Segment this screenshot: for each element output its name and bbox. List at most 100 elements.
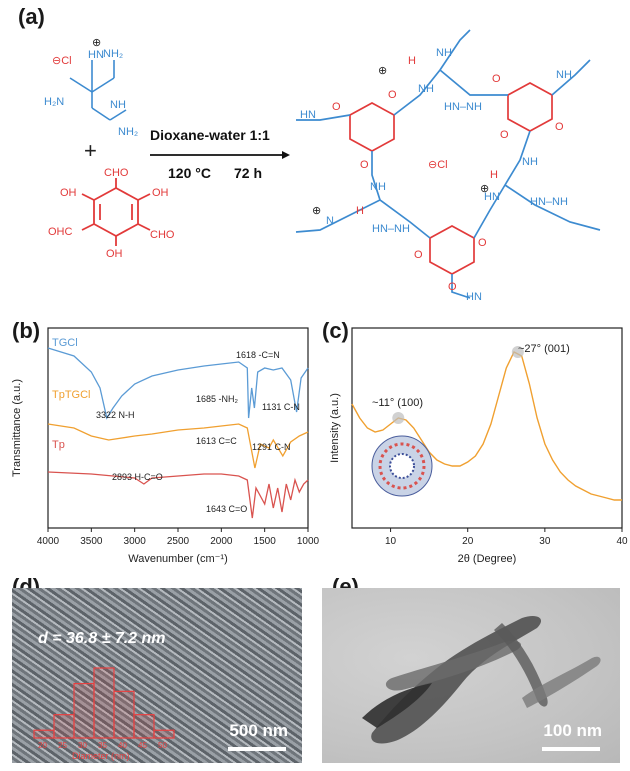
xrd-xlabel: 2θ (Degree) <box>458 553 517 565</box>
o-label-4: O <box>492 73 501 85</box>
ftir-annot-1685: 1685 -NH₂ <box>196 394 239 404</box>
h-label-prod-2: H <box>408 55 416 67</box>
cho-label-right: CHO <box>150 229 175 241</box>
condition-temperature: 120 °C <box>168 165 211 181</box>
ftir-series-label-tp: Tp <box>52 439 65 451</box>
hn-label-prod-1: HN <box>300 109 316 121</box>
sem-hist-tick-0: 20 <box>38 741 47 750</box>
sem-hist-tick-5: 45 <box>138 741 147 750</box>
oh-label-right: OH <box>152 187 169 199</box>
sem-hist-xlabel: Diameter (nm) <box>72 751 130 761</box>
sem-hist-bar-0 <box>33 729 55 739</box>
ftir-series-line-1 <box>47 423 309 469</box>
ftir-xlabel: Wavenumber (cm⁻¹) <box>128 553 228 565</box>
ftir-xtick-label-3: 2500 <box>167 536 190 547</box>
nh2-label-1: NH₂ <box>103 48 123 60</box>
charge-plus-prod-1: ⊕ <box>378 65 387 77</box>
ftir-xtick-label-6: 1000 <box>297 536 320 547</box>
ftir-annot-1131: 1131 C-N <box>262 402 300 412</box>
ftir-xtick-label-0: 4000 <box>37 536 60 547</box>
oh-label-bottom: OH <box>106 248 123 260</box>
sem-hist-tick-1: 25 <box>58 741 67 750</box>
ftir-series-line-0 <box>47 347 309 420</box>
ftir-series-line-2 <box>47 471 309 519</box>
condition-solvent: Dioxane-water 1:1 <box>150 127 270 143</box>
o-label-5: O <box>555 121 564 133</box>
sem-diameter-histogram: 20 25 30 35 40 45 50 Diameter (nm) <box>33 667 175 761</box>
charge-plus-monomer: ⊕ <box>92 37 101 49</box>
o-label-9: O <box>448 281 457 293</box>
xrd-peak2-marker <box>511 346 524 358</box>
ftir-series-label-tg: TGCl <box>52 337 78 349</box>
ftir-series-label-tptg: TpTGCl <box>52 389 91 401</box>
ftir-annot-1643: 1643 C=O <box>206 504 247 514</box>
o-label-2: O <box>388 89 397 101</box>
cho-label-top: CHO <box>104 167 129 179</box>
ftir-xtick-label-4: 2000 <box>210 536 233 547</box>
panel-label-b: (b) <box>12 318 41 343</box>
xrd-xtick-label-0: 10 <box>385 536 397 547</box>
ftir-annot-3322: 3322 N-H <box>96 410 135 420</box>
aminoguanidine-monomer <box>69 60 127 121</box>
sem-diameter-text: d = 36.8 ± 7.2 nm <box>38 630 166 647</box>
hn-nh-label-prod-2: HN–NH <box>530 196 568 208</box>
sem-hist-bar-6 <box>153 729 175 739</box>
o-label-6: O <box>500 129 509 141</box>
ftir-annot-1613: 1613 C=C <box>196 436 237 446</box>
xrd-ylabel: Intensity (a.u.) <box>329 393 341 463</box>
panel-label-a: (a) <box>18 4 45 29</box>
nh2-label-2: NH₂ <box>118 126 138 138</box>
ftir-xtick-label-5: 1500 <box>254 536 277 547</box>
hn-label-prod-2: HN <box>484 191 500 203</box>
tem-scale-label: 100 nm <box>543 721 602 740</box>
ftir-xtick-label-2: 3000 <box>124 536 147 547</box>
o-label-3: O <box>360 159 369 171</box>
ftir-ylabel: Transmittance (a.u.) <box>11 379 23 477</box>
tem-scale-bar <box>542 747 600 751</box>
hn-nh-label-prod-3: HN–NH <box>372 223 410 235</box>
oh-label-left: OH <box>60 187 77 199</box>
xrd-xtick-label-1: 20 <box>462 536 474 547</box>
sem-hist-bar-1 <box>53 714 75 739</box>
xrd-xtick-label-2: 30 <box>539 536 551 547</box>
o-label-8: O <box>478 237 487 249</box>
sem-hist-bar-5 <box>133 714 155 739</box>
xrd-xtick-label-3: 40 <box>616 536 628 547</box>
chloride-ion-product: ⊖Cl <box>428 159 448 171</box>
xrd-chart: Intensity (a.u.) 2θ (Degree) 10 20 30 40 ~1… <box>329 327 628 565</box>
ftir-annot-1291: 1291 C-N <box>252 442 291 452</box>
sem-hist-tick-6: 50 <box>158 741 167 750</box>
charge-plus-prod-3: ⊕ <box>312 205 321 217</box>
sem-image: d = 36.8 ± 7.2 nm 20 25 30 35 40 45 50 Diameter… <box>12 588 302 763</box>
ftir-xtick-label-1: 3500 <box>80 536 103 547</box>
nh-label-prod-3: NH <box>556 69 572 81</box>
sem-scale-label: 500 nm <box>229 721 288 740</box>
xrd-frame <box>351 327 623 529</box>
reaction-scheme: HN NH₂ H₂N NH NH₂ ⊕ ⊖Cl + CHO OH OH OHC … <box>44 29 601 303</box>
chloride-ion-monomer: ⊖Cl <box>52 55 72 67</box>
nh-label-prod-2: NH <box>436 47 452 59</box>
sem-hist-bar-3 <box>93 667 115 739</box>
plus-sign: + <box>84 138 97 163</box>
xrd-peak1-label: ~11° (100) <box>372 397 423 409</box>
ohc-label: OHC <box>48 226 73 238</box>
hn-label-prod-3: HN <box>466 291 482 303</box>
arrow-head <box>282 151 290 159</box>
h2n-label: H₂N <box>44 96 64 108</box>
n-label-prod: N <box>326 215 334 227</box>
nh-label-prod-1: NH <box>418 83 434 95</box>
xrd-peak2-label: ~27° (001) <box>518 343 570 355</box>
sem-hist-bar-4 <box>113 690 135 739</box>
xrd-peak1-marker <box>392 412 405 424</box>
tem-image: 100 nm <box>322 588 620 763</box>
hn-plus-label: HN <box>88 49 104 61</box>
o-label-1: O <box>332 101 341 113</box>
nh-label-prod-5: NH <box>370 181 386 193</box>
sem-hist-tick-2: 30 <box>78 741 87 750</box>
hn-nh-label-prod: HN–NH <box>444 101 482 113</box>
nh-label-1: NH <box>110 99 126 111</box>
ftir-annot-2893: 2893 H-C=O <box>112 472 163 482</box>
tp-monomer <box>81 178 151 246</box>
sem-hist-tick-4: 40 <box>118 741 127 750</box>
sem-hist-bar-2 <box>73 682 95 739</box>
